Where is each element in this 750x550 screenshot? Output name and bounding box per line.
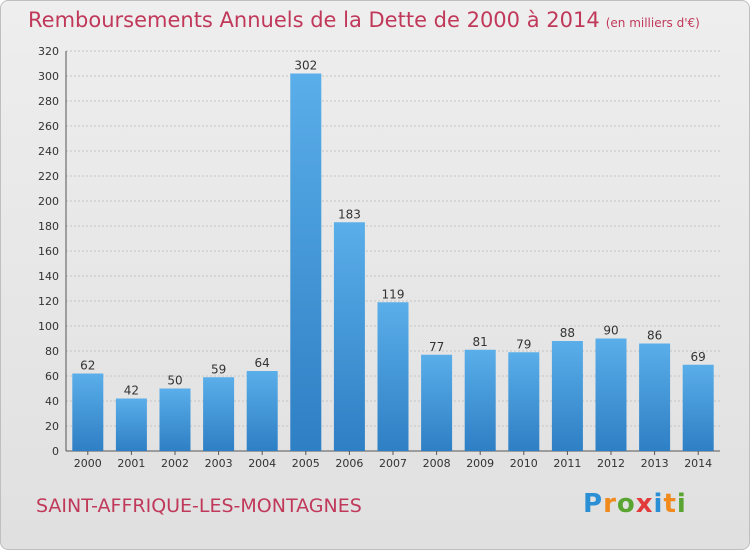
x-tick-label: 2006 <box>335 457 363 470</box>
x-tick-label: 2003 <box>205 457 233 470</box>
value-label: 62 <box>80 359 95 373</box>
bar <box>595 338 627 451</box>
y-tick-label: 20 <box>45 420 59 433</box>
logo-letter: P <box>583 489 604 519</box>
y-tick-label: 160 <box>38 245 59 258</box>
value-label: 90 <box>603 324 618 338</box>
x-tick-label: 2007 <box>379 457 407 470</box>
x-tick-label: 2013 <box>641 457 669 470</box>
bar <box>464 349 496 451</box>
bar <box>290 73 322 451</box>
x-tick-label: 2011 <box>553 457 581 470</box>
y-tick-label: 0 <box>52 445 59 458</box>
bar <box>72 373 104 451</box>
value-label: 59 <box>211 362 226 376</box>
logo-letter: i <box>653 489 664 519</box>
y-tick-label: 120 <box>38 295 59 308</box>
value-label: 119 <box>382 287 405 301</box>
bar <box>508 352 540 451</box>
value-label: 69 <box>691 350 706 364</box>
value-label: 183 <box>338 207 361 221</box>
bar <box>333 222 365 451</box>
bar <box>421 354 453 451</box>
bar <box>115 398 147 451</box>
bar <box>682 364 714 451</box>
proxiti-logo: Proxiti <box>583 489 687 519</box>
y-tick-label: 80 <box>45 345 59 358</box>
value-label: 86 <box>647 329 662 343</box>
y-tick-label: 280 <box>38 95 59 108</box>
bar <box>203 377 235 451</box>
value-label: 64 <box>255 356 270 370</box>
bar <box>159 388 191 451</box>
chart-title: Remboursements Annuels de la Dette de 20… <box>28 8 700 32</box>
value-label: 50 <box>167 374 182 388</box>
chart-title-text: Remboursements Annuels de la Dette de 20… <box>28 8 600 32</box>
y-tick-label: 300 <box>38 70 59 83</box>
value-label: 81 <box>473 335 488 349</box>
bar <box>246 371 278 451</box>
x-tick-label: 2010 <box>510 457 538 470</box>
x-tick-label: 2002 <box>161 457 189 470</box>
bar <box>377 302 409 451</box>
y-tick-label: 140 <box>38 270 59 283</box>
y-tick-label: 180 <box>38 220 59 233</box>
x-tick-label: 2001 <box>117 457 145 470</box>
x-tick-label: 2005 <box>292 457 320 470</box>
x-tick-label: 2014 <box>684 457 712 470</box>
bar <box>551 341 583 451</box>
y-tick-label: 260 <box>38 120 59 133</box>
value-label: 77 <box>429 340 444 354</box>
x-tick-label: 2008 <box>423 457 451 470</box>
y-tick-label: 200 <box>38 195 59 208</box>
x-tick-label: 2000 <box>74 457 102 470</box>
logo-letter: i <box>676 489 687 519</box>
y-tick-label: 60 <box>45 370 59 383</box>
commune-name: SAINT-AFFRIQUE-LES-MONTAGNES <box>36 495 362 517</box>
x-tick-label: 2012 <box>597 457 625 470</box>
x-tick-label: 2004 <box>248 457 276 470</box>
bar <box>639 343 671 451</box>
x-tick-label: 2009 <box>466 457 494 470</box>
y-tick-label: 220 <box>38 170 59 183</box>
value-label: 302 <box>294 59 317 73</box>
y-tick-label: 240 <box>38 145 59 158</box>
value-label: 79 <box>516 337 531 351</box>
logo-letter: t <box>663 489 677 519</box>
value-label: 42 <box>124 384 139 398</box>
logo-letter: o <box>616 489 636 519</box>
value-label: 88 <box>560 326 575 340</box>
chart-subtitle: (en milliers d'€) <box>605 16 700 30</box>
y-tick-label: 320 <box>38 45 59 58</box>
y-tick-label: 100 <box>38 320 59 333</box>
logo-letter: x <box>635 489 654 519</box>
y-tick-label: 40 <box>45 395 59 408</box>
logo-letter: r <box>603 489 617 519</box>
